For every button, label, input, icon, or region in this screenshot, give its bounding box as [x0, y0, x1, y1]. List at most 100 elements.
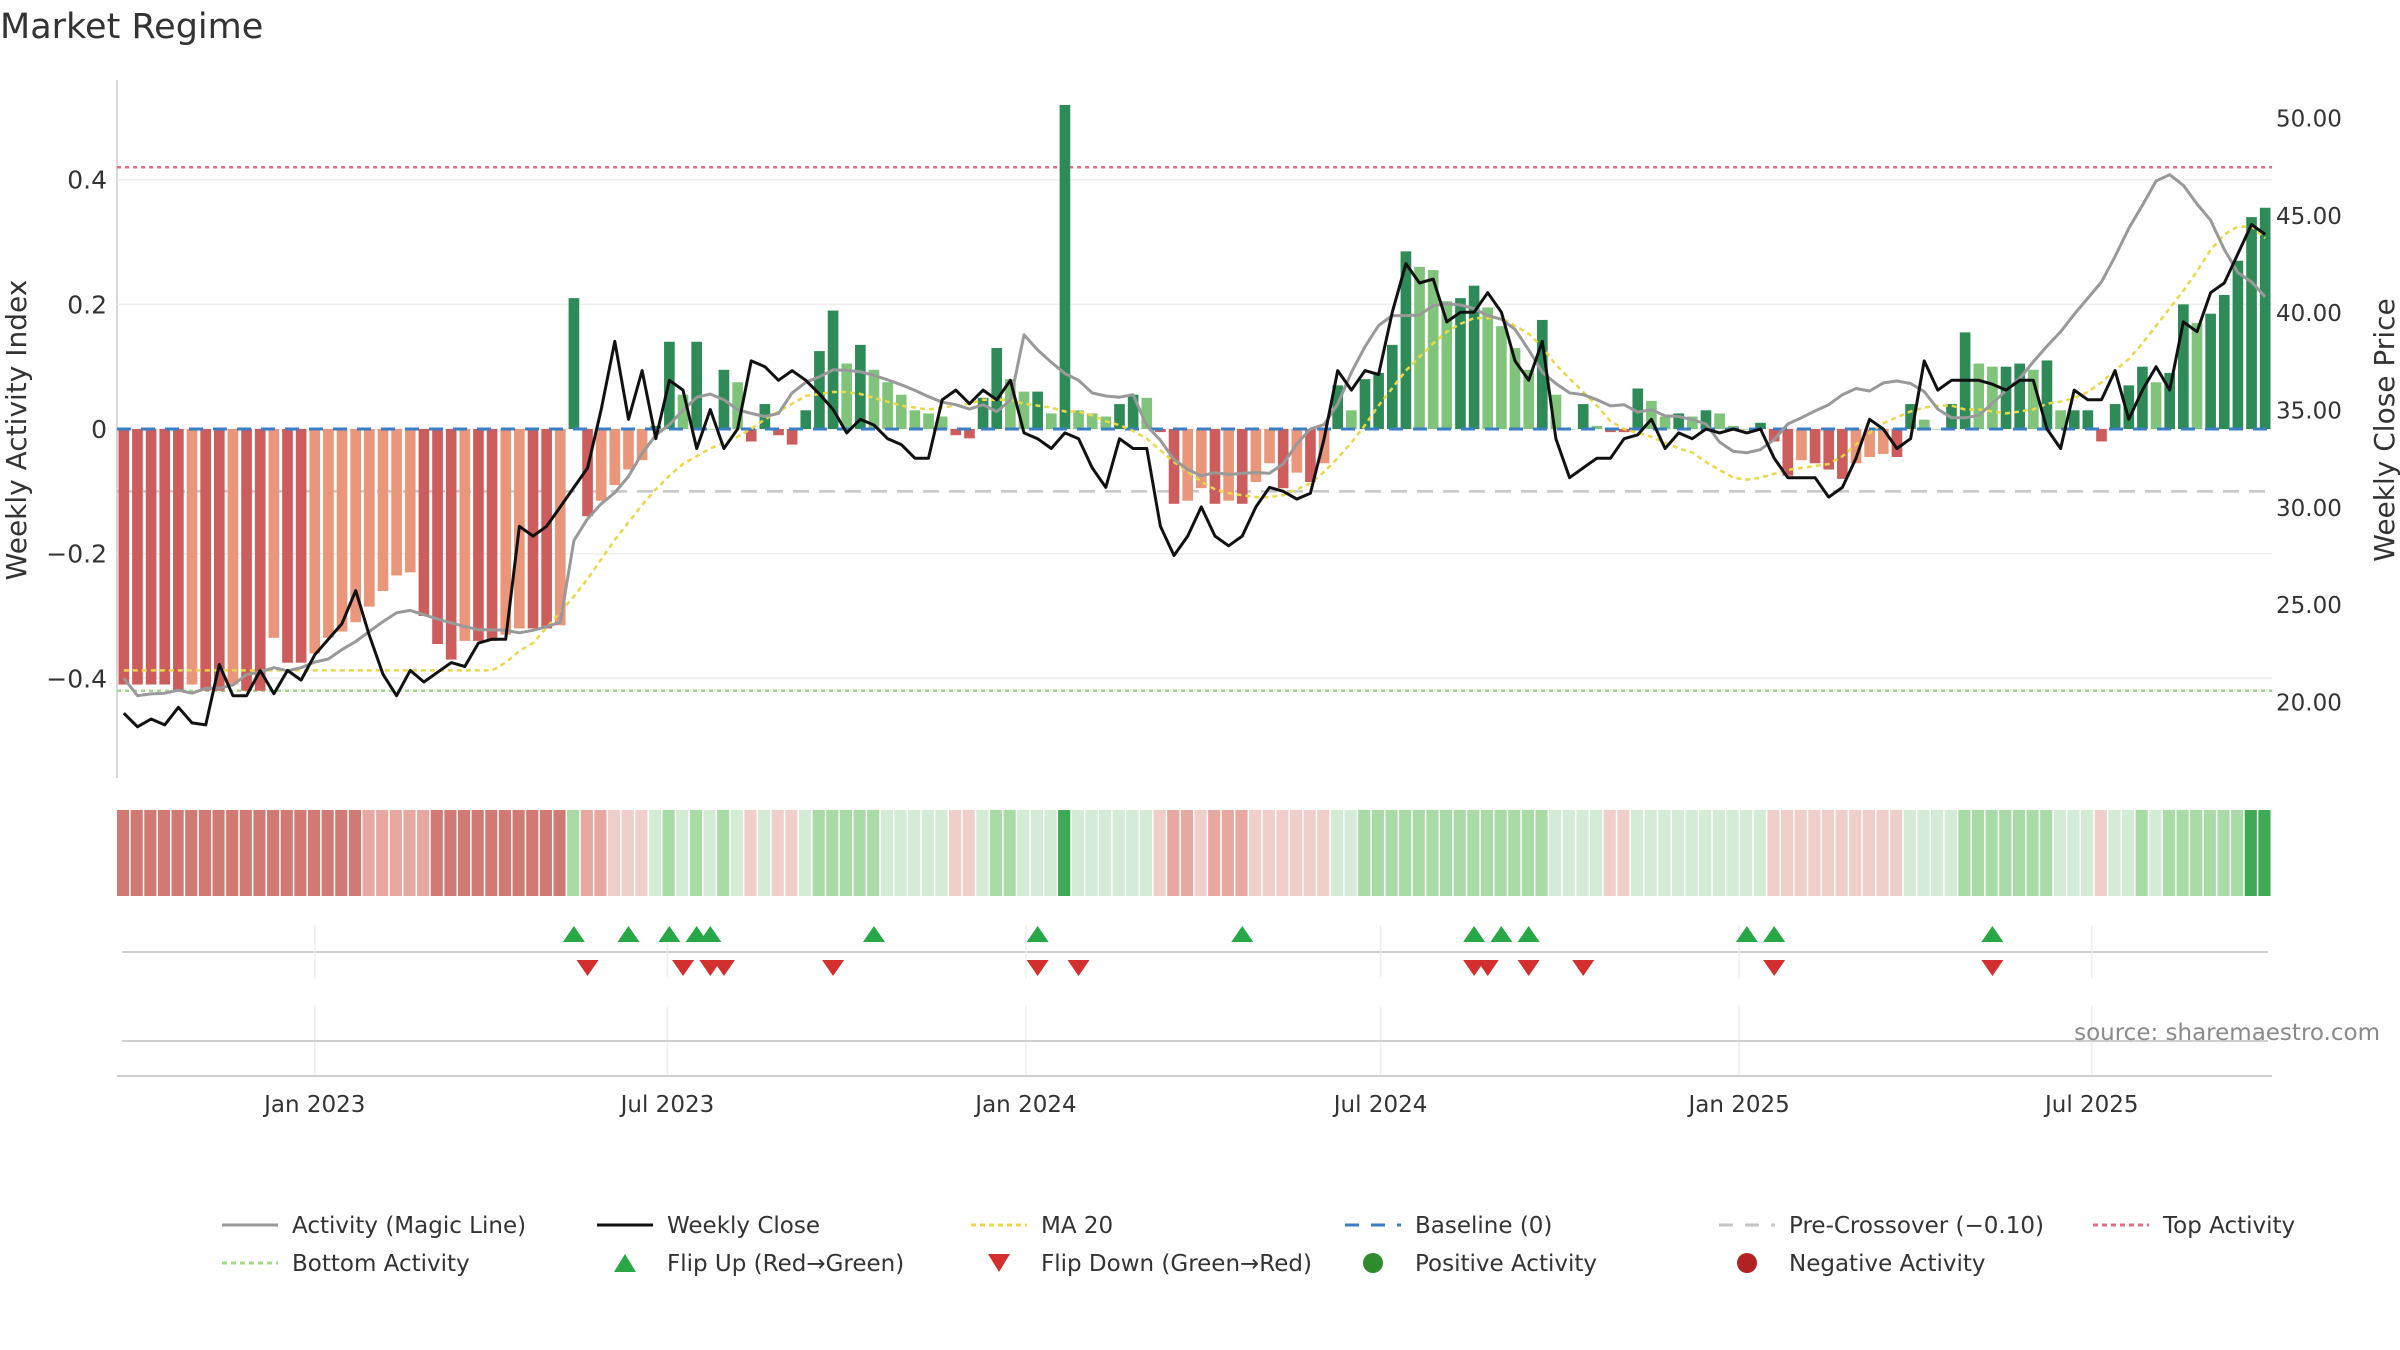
- regime-cell: [2176, 810, 2189, 896]
- regime-cell: [1971, 810, 1985, 896]
- regime-cell: [1835, 810, 1848, 896]
- regime-cell: [1944, 810, 1957, 896]
- regime-cell: [1112, 810, 1125, 896]
- regime-cell: [1603, 810, 1616, 896]
- activity-bar: [1618, 429, 1630, 433]
- regime-cell: [1330, 810, 1344, 896]
- activity-bar: [1441, 301, 1453, 429]
- activity-bar: [213, 429, 225, 691]
- legend-label: Baseline (0): [1415, 1213, 1552, 1239]
- activity-bar: [118, 429, 130, 685]
- regime-cell: [321, 810, 334, 896]
- flip-up-marker: [1490, 926, 1513, 942]
- regime-cell: [798, 810, 812, 896]
- activity-bar: [2164, 372, 2176, 429]
- regime-cell: [1344, 810, 1357, 896]
- regime-cell: [1494, 810, 1507, 896]
- activity-bar: [773, 429, 784, 436]
- regime-cell: [2244, 810, 2257, 896]
- regime-cell: [2121, 810, 2135, 896]
- regime-cell: [1630, 810, 1644, 896]
- regime-cell: [594, 810, 607, 896]
- regime-cell: [1753, 810, 1766, 896]
- activity-bar: [636, 429, 648, 461]
- regime-cell: [307, 810, 321, 896]
- regime-cell: [1453, 810, 1466, 896]
- regime-cell: [853, 810, 866, 896]
- regime-cell: [1030, 810, 1043, 896]
- regime-cell: [1549, 810, 1562, 896]
- x-tick-label: Jan 2025: [1686, 1092, 1789, 1118]
- activity-bar: [1236, 429, 1248, 504]
- legend-label: Positive Activity: [1415, 1251, 1597, 1277]
- activity-bar: [1209, 429, 1221, 504]
- activity-bar: [1318, 429, 1330, 464]
- activity-bar: [1127, 394, 1139, 429]
- activity-bar: [950, 429, 962, 436]
- x-tick-label: Jan 2023: [262, 1092, 365, 1118]
- right-tick-label: 45.00: [2276, 204, 2342, 230]
- activity-bar: [1455, 298, 1466, 429]
- activity-bar: [254, 429, 266, 691]
- legend-label: Weekly Close: [667, 1213, 820, 1239]
- regime-cell: [1412, 810, 1425, 896]
- activity-bar: [1577, 404, 1589, 429]
- activity-bar: [527, 429, 539, 629]
- activity-bar: [1005, 379, 1016, 429]
- activity-bar: [2055, 410, 2066, 429]
- activity-bar: [1714, 413, 1725, 429]
- left-axis-label: Weekly Activity Index: [0, 280, 33, 581]
- legend-label: Top Activity: [2162, 1213, 2295, 1239]
- activity-bar: [1987, 366, 1998, 429]
- activity-bar: [541, 429, 552, 629]
- regime-cell: [1194, 810, 1207, 896]
- activity-bar: [2123, 385, 2135, 429]
- regime-cell: [1576, 810, 1589, 896]
- activity-bar: [1346, 410, 1357, 429]
- activity-bar: [1536, 319, 1548, 429]
- activity-bar: [855, 344, 866, 429]
- regime-cell: [1535, 810, 1548, 896]
- activity-bar: [377, 429, 389, 592]
- regime-cell: [935, 810, 948, 896]
- regime-cell: [1862, 810, 1875, 896]
- regime-cell: [1480, 810, 1494, 896]
- activity-bar: [1700, 410, 1712, 429]
- legend-label: Activity (Magic Line): [292, 1213, 526, 1239]
- activity-bar: [186, 429, 198, 685]
- regime-cell: [294, 810, 307, 896]
- regime-cell: [567, 810, 580, 896]
- regime-cell: [1562, 810, 1575, 896]
- flip-up-marker: [658, 926, 681, 942]
- regime-cell: [1890, 810, 1903, 896]
- left-tick-label: −0.2: [46, 540, 107, 569]
- flip-down-marker: [672, 960, 695, 976]
- regime-cell: [1153, 810, 1166, 896]
- flip-up-marker: [1981, 926, 2004, 942]
- legend-swatch: [988, 1254, 1010, 1272]
- regime-cell: [2094, 810, 2107, 896]
- activity-bar: [2191, 323, 2203, 429]
- x-tick-label: Jan 2024: [973, 1092, 1076, 1118]
- regime-cell: [1249, 810, 1262, 896]
- main-panel: −0.4 −0.2 0 0.2 0.4 20.00 25.00 30.00 35.00 40.00…: [46, 80, 2342, 778]
- regime-cell: [703, 810, 716, 896]
- flip-up-marker: [1763, 926, 1786, 942]
- regime-cell: [676, 810, 689, 896]
- right-axis-label: Weekly Close Price: [2368, 298, 2400, 561]
- flip-up-marker: [862, 926, 885, 942]
- flip-down-marker: [1763, 960, 1786, 976]
- regime-cell: [1931, 810, 1944, 896]
- activity-bar: [1796, 429, 1807, 461]
- activity-bar: [1182, 429, 1193, 501]
- activity-bar: [786, 429, 798, 445]
- regime-cell: [498, 810, 512, 896]
- activity-bar: [2232, 260, 2244, 429]
- activity-bar: [1400, 251, 1412, 429]
- regime-cell: [580, 810, 593, 896]
- regime-cell: [267, 810, 280, 896]
- regime-cell: [1085, 810, 1098, 896]
- right-tick-label: 30.00: [2276, 496, 2342, 522]
- regime-cell: [1235, 810, 1248, 896]
- activity-bar: [445, 429, 457, 660]
